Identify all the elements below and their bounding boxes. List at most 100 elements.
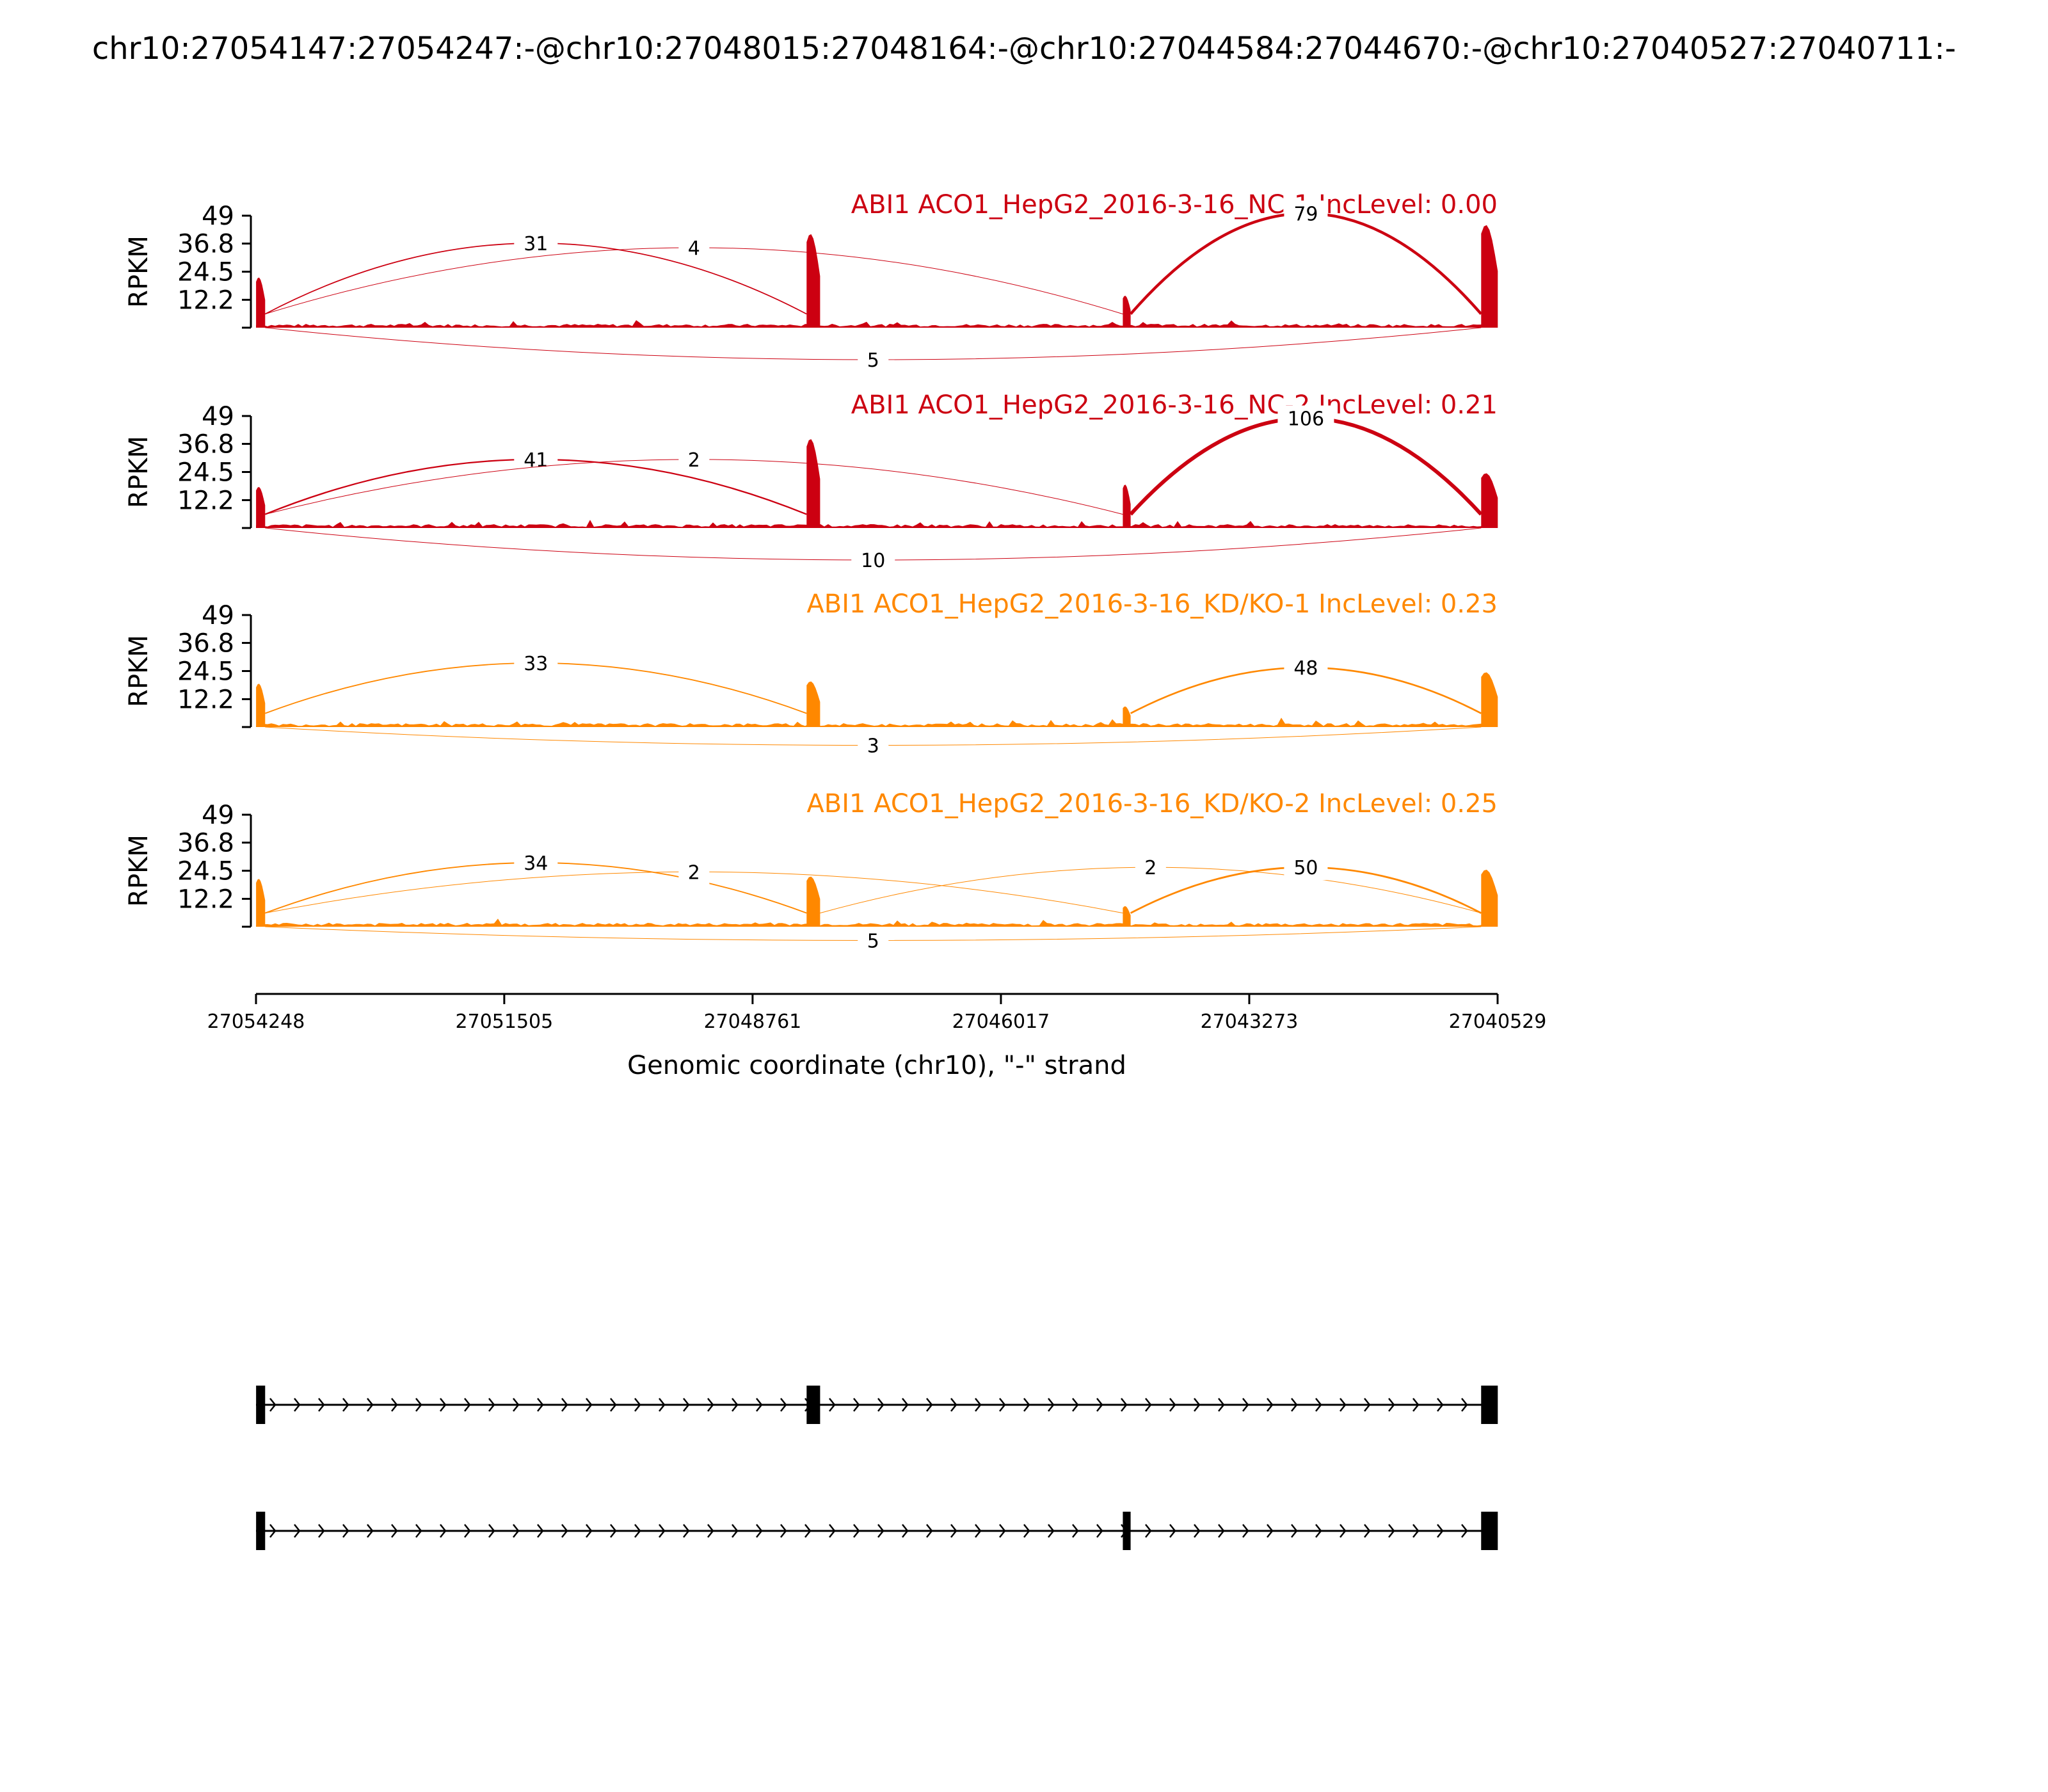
y-axis-label: RPKM — [124, 236, 154, 308]
y-axis-label: RPKM — [124, 436, 154, 508]
exon-coverage — [1481, 672, 1498, 727]
strand-arrow — [318, 1398, 325, 1412]
coverage-background — [256, 520, 1498, 528]
y-tick-label: 49 — [202, 402, 234, 431]
isoform-model — [256, 1386, 1498, 1424]
y-tick-label: 49 — [202, 601, 234, 630]
strand-arrow — [537, 1398, 544, 1412]
junction-count: 106 — [1288, 408, 1324, 431]
strand-arrow — [1437, 1524, 1444, 1538]
strand-arrow — [1121, 1398, 1128, 1412]
junction-count: 41 — [524, 449, 548, 472]
strand-arrow — [1242, 1524, 1249, 1538]
isoform-model — [256, 1512, 1498, 1550]
junction-label-bg — [1284, 655, 1328, 681]
strand-arrow — [440, 1524, 447, 1538]
strand-arrow — [975, 1398, 982, 1412]
sample-title: ABI1 ACO1_HepG2_2016-3-16_KD/KO-2 IncLev… — [806, 789, 1498, 819]
strand-arrow — [1242, 1398, 1249, 1412]
strand-arrow — [1023, 1524, 1030, 1538]
exon-coverage — [256, 879, 266, 927]
y-tick-label: 12.2 — [177, 285, 234, 315]
strand-arrow — [1315, 1398, 1322, 1412]
strand-arrow — [1048, 1524, 1055, 1538]
x-tick-label: 27046017 — [952, 1011, 1050, 1033]
strand-arrow — [1169, 1524, 1176, 1538]
strand-arrow — [707, 1524, 714, 1538]
strand-arrow — [1412, 1398, 1420, 1412]
strand-arrow — [1194, 1524, 1201, 1538]
junction-label-bg — [678, 235, 710, 260]
strand-arrow — [561, 1398, 568, 1412]
strand-arrow — [1340, 1398, 1347, 1412]
strand-arrow — [634, 1524, 641, 1538]
y-tick-label: 24.5 — [177, 657, 234, 687]
strand-arrow — [1169, 1398, 1176, 1412]
exon-coverage — [1123, 706, 1131, 727]
strand-arrow — [683, 1398, 690, 1412]
strand-arrow — [391, 1398, 398, 1412]
strand-arrow — [367, 1398, 374, 1412]
y-tick-label: 24.5 — [177, 857, 234, 886]
junction-label-bg — [1284, 854, 1328, 881]
strand-arrow — [1218, 1524, 1225, 1538]
strand-arrow — [1461, 1398, 1468, 1412]
strand-arrow — [950, 1398, 957, 1412]
x-tick-label: 27048761 — [704, 1011, 802, 1033]
strand-arrow — [367, 1524, 374, 1538]
junction-label-bg — [514, 446, 558, 472]
strand-arrow — [853, 1398, 860, 1412]
junction-count: 4 — [688, 237, 700, 260]
y-axis-label: RPKM — [124, 635, 154, 707]
x-tick-label: 27051505 — [456, 1011, 554, 1033]
junction-count: 5 — [867, 349, 879, 372]
coverage-background — [256, 320, 1498, 328]
exon-coverage — [256, 277, 266, 328]
strand-arrow — [1048, 1398, 1055, 1412]
strand-arrow — [415, 1524, 422, 1538]
strand-arrow — [732, 1524, 739, 1538]
strand-arrow — [318, 1524, 325, 1538]
page-title: chr10:27054147:27054247:-@chr10:27048015… — [92, 31, 1956, 67]
junction-count: 3 — [867, 735, 879, 758]
junction-arc — [1129, 416, 1483, 516]
x-axis-label: Genomic coordinate (chr10), "-" strand — [627, 1051, 1126, 1080]
sample-title: ABI1 ACO1_HepG2_2016-3-16_NC-1 IncLevel:… — [851, 190, 1498, 220]
strand-arrow — [1388, 1398, 1395, 1412]
strand-arrow — [513, 1524, 520, 1538]
exon-coverage — [806, 234, 820, 328]
strand-arrow — [1096, 1524, 1103, 1538]
strand-arrow — [1364, 1398, 1371, 1412]
strand-arrow — [659, 1398, 666, 1412]
strand-arrow — [780, 1524, 787, 1538]
strand-arrow — [756, 1398, 763, 1412]
isoform-track — [256, 1386, 1498, 1550]
strand-arrow — [1096, 1398, 1103, 1412]
coverage-background — [256, 717, 1498, 727]
strand-arrow — [926, 1524, 933, 1538]
strand-arrow — [877, 1524, 884, 1538]
x-tick-label: 27054248 — [207, 1011, 305, 1033]
strand-arrow — [1218, 1398, 1225, 1412]
y-tick-label: 12.2 — [177, 486, 234, 515]
sample-panel: 12.224.536.849 RPKM ABI1 ACO1_HepG2_2016-3… — [124, 190, 1498, 372]
y-tick-label: 24.5 — [177, 458, 234, 488]
strand-arrow — [1437, 1398, 1444, 1412]
junction-label-bg — [858, 927, 889, 954]
y-tick-label: 49 — [202, 202, 234, 231]
strand-arrow — [975, 1524, 982, 1538]
strand-arrow — [1267, 1398, 1274, 1412]
strand-arrow — [294, 1524, 301, 1538]
junction-label-bg — [678, 859, 710, 885]
strand-arrow — [926, 1398, 933, 1412]
strand-arrow — [707, 1398, 714, 1412]
strand-arrow — [440, 1398, 447, 1412]
junction-label-bg — [514, 230, 558, 256]
strand-arrow — [294, 1398, 301, 1412]
strand-arrow — [804, 1524, 812, 1538]
junction-count: 34 — [524, 852, 548, 875]
sample-title: ABI1 ACO1_HepG2_2016-3-16_NC-2 IncLevel:… — [851, 390, 1498, 420]
exon-coverage — [806, 876, 820, 927]
strand-arrow — [756, 1524, 763, 1538]
